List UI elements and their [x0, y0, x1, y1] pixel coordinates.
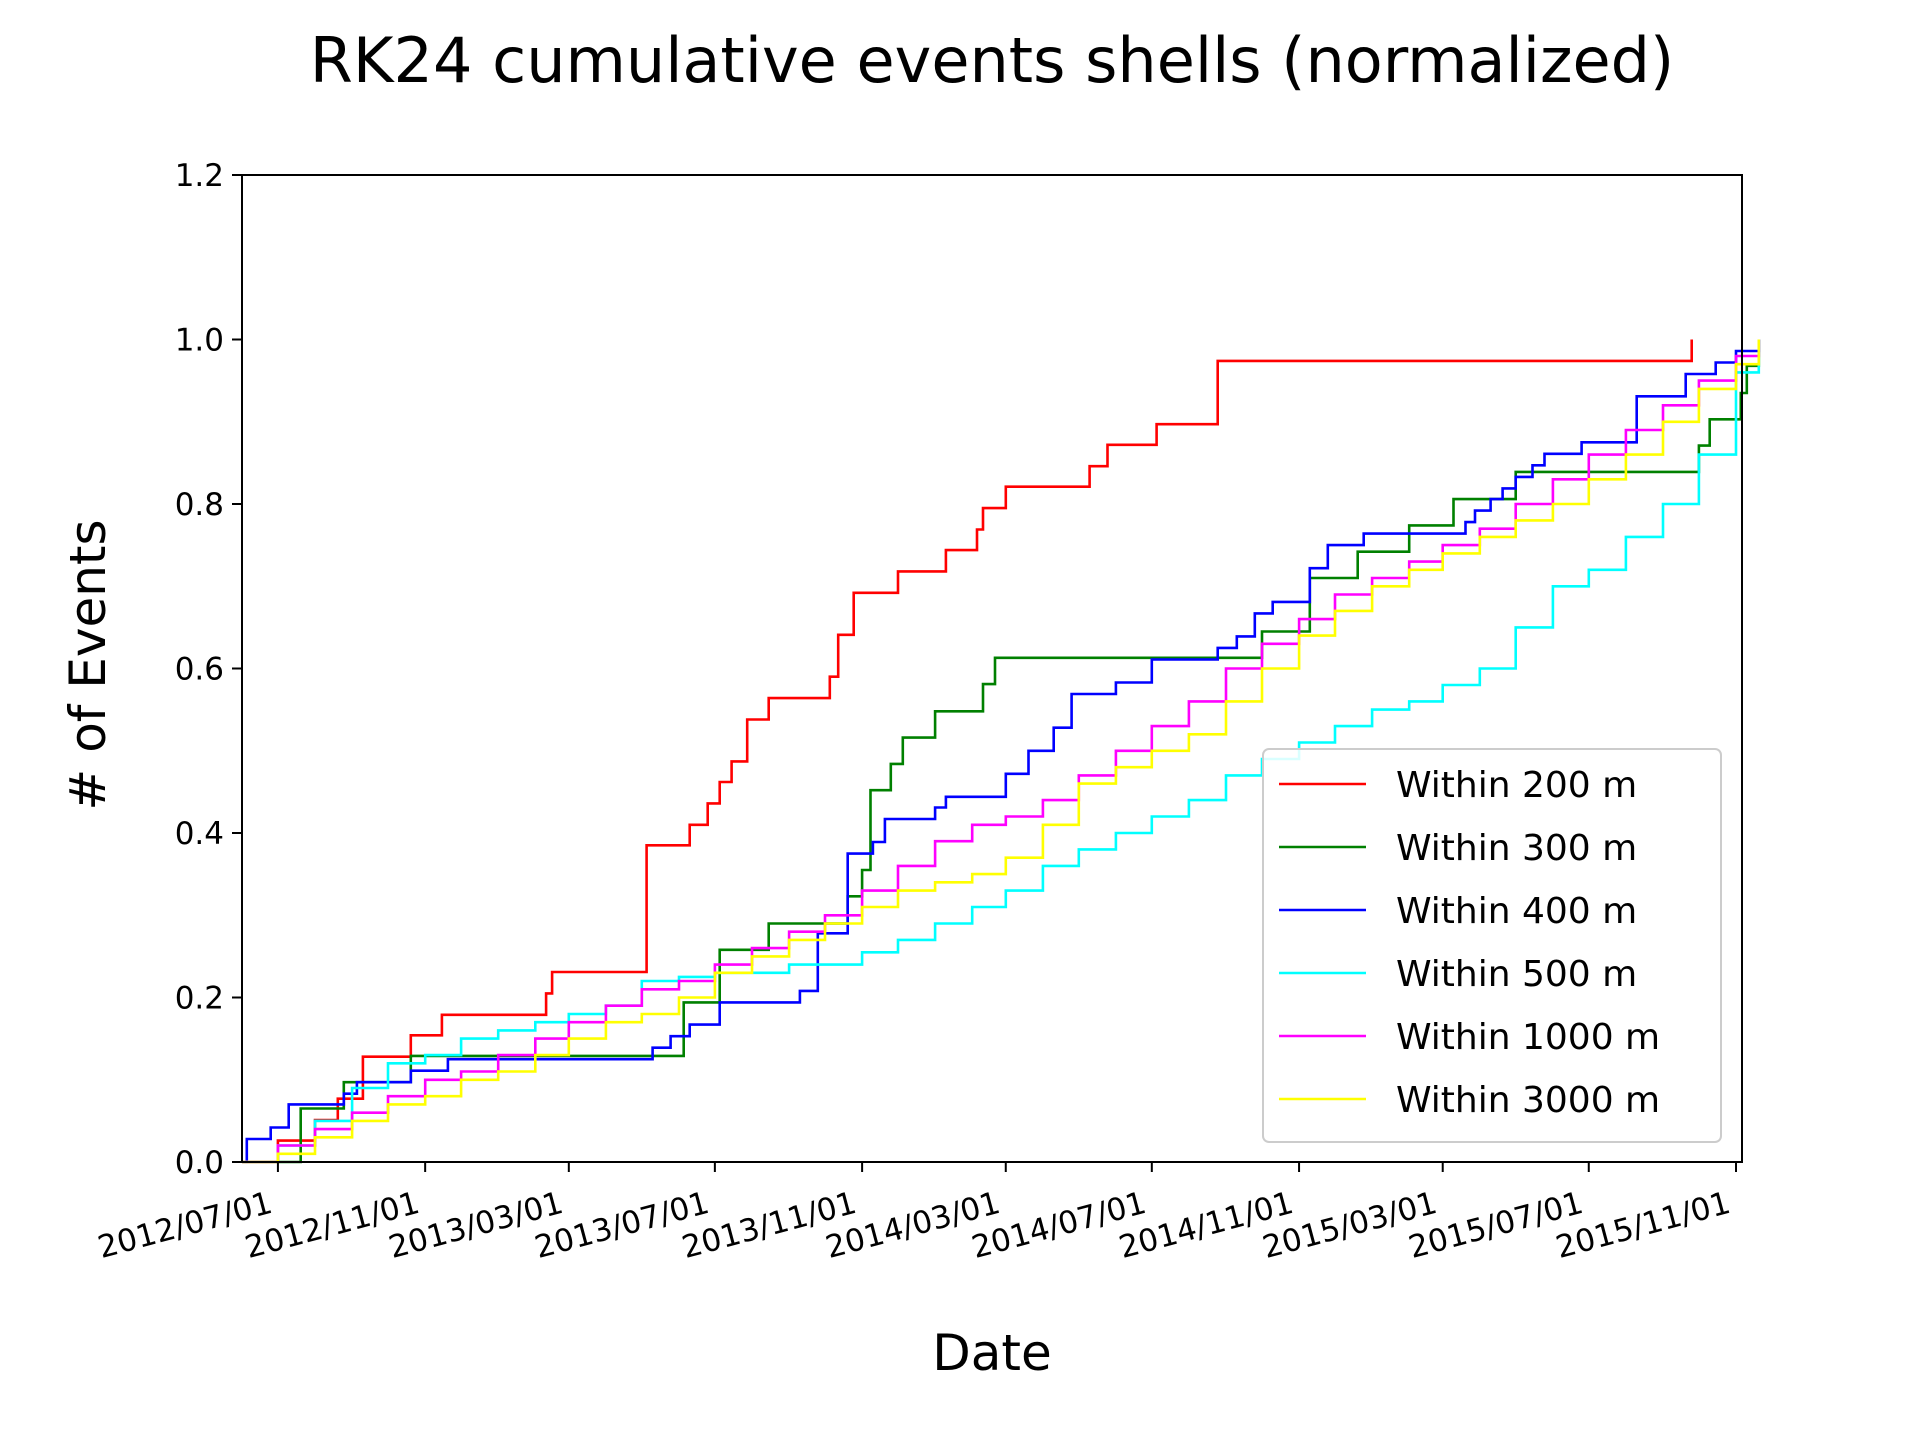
- y-tick-label: 0.6: [175, 652, 224, 688]
- legend-label: Within 1000 m: [1396, 1017, 1660, 1058]
- y-tick-label: 0.4: [175, 816, 224, 852]
- y-tick-label: 0.8: [175, 487, 224, 523]
- series-line-3: [242, 339, 1761, 1164]
- y-tick-label: 0.0: [175, 1145, 224, 1181]
- y-axis-ticks: 0.0 0.2 0.4 0.6 0.8 1.0 1.2: [175, 158, 242, 1181]
- series-layer: [242, 339, 1761, 1164]
- y-tick-label: 1.0: [175, 323, 224, 359]
- legend-label: Within 3000 m: [1396, 1080, 1660, 1121]
- y-tick-label: 1.2: [175, 158, 224, 194]
- series-line-0: [242, 339, 1693, 1164]
- legend-label: Within 500 m: [1396, 954, 1637, 995]
- legend: Within 200 m Within 300 m Within 400 m With…: [1262, 748, 1722, 1143]
- series-line-4: [242, 339, 1761, 1164]
- legend-box: [1262, 748, 1722, 1143]
- legend-label: Within 200 m: [1396, 765, 1637, 806]
- legend-label: Within 400 m: [1396, 891, 1637, 932]
- series-line-2: [242, 339, 1761, 1164]
- chart-title: RK24 cumulative events shells (normalize…: [310, 24, 1674, 97]
- y-tick-label: 0.2: [175, 981, 224, 1017]
- plot-area: [241, 174, 1761, 1164]
- series-line-5: [242, 339, 1761, 1164]
- x-axis-ticks: 2012/07/012012/11/012013/03/012013/07/01…: [94, 1162, 1738, 1266]
- legend-label: Within 300 m: [1396, 828, 1637, 869]
- y-axis-label: # of Events: [59, 519, 117, 810]
- x-axis-label: Date: [932, 1324, 1052, 1382]
